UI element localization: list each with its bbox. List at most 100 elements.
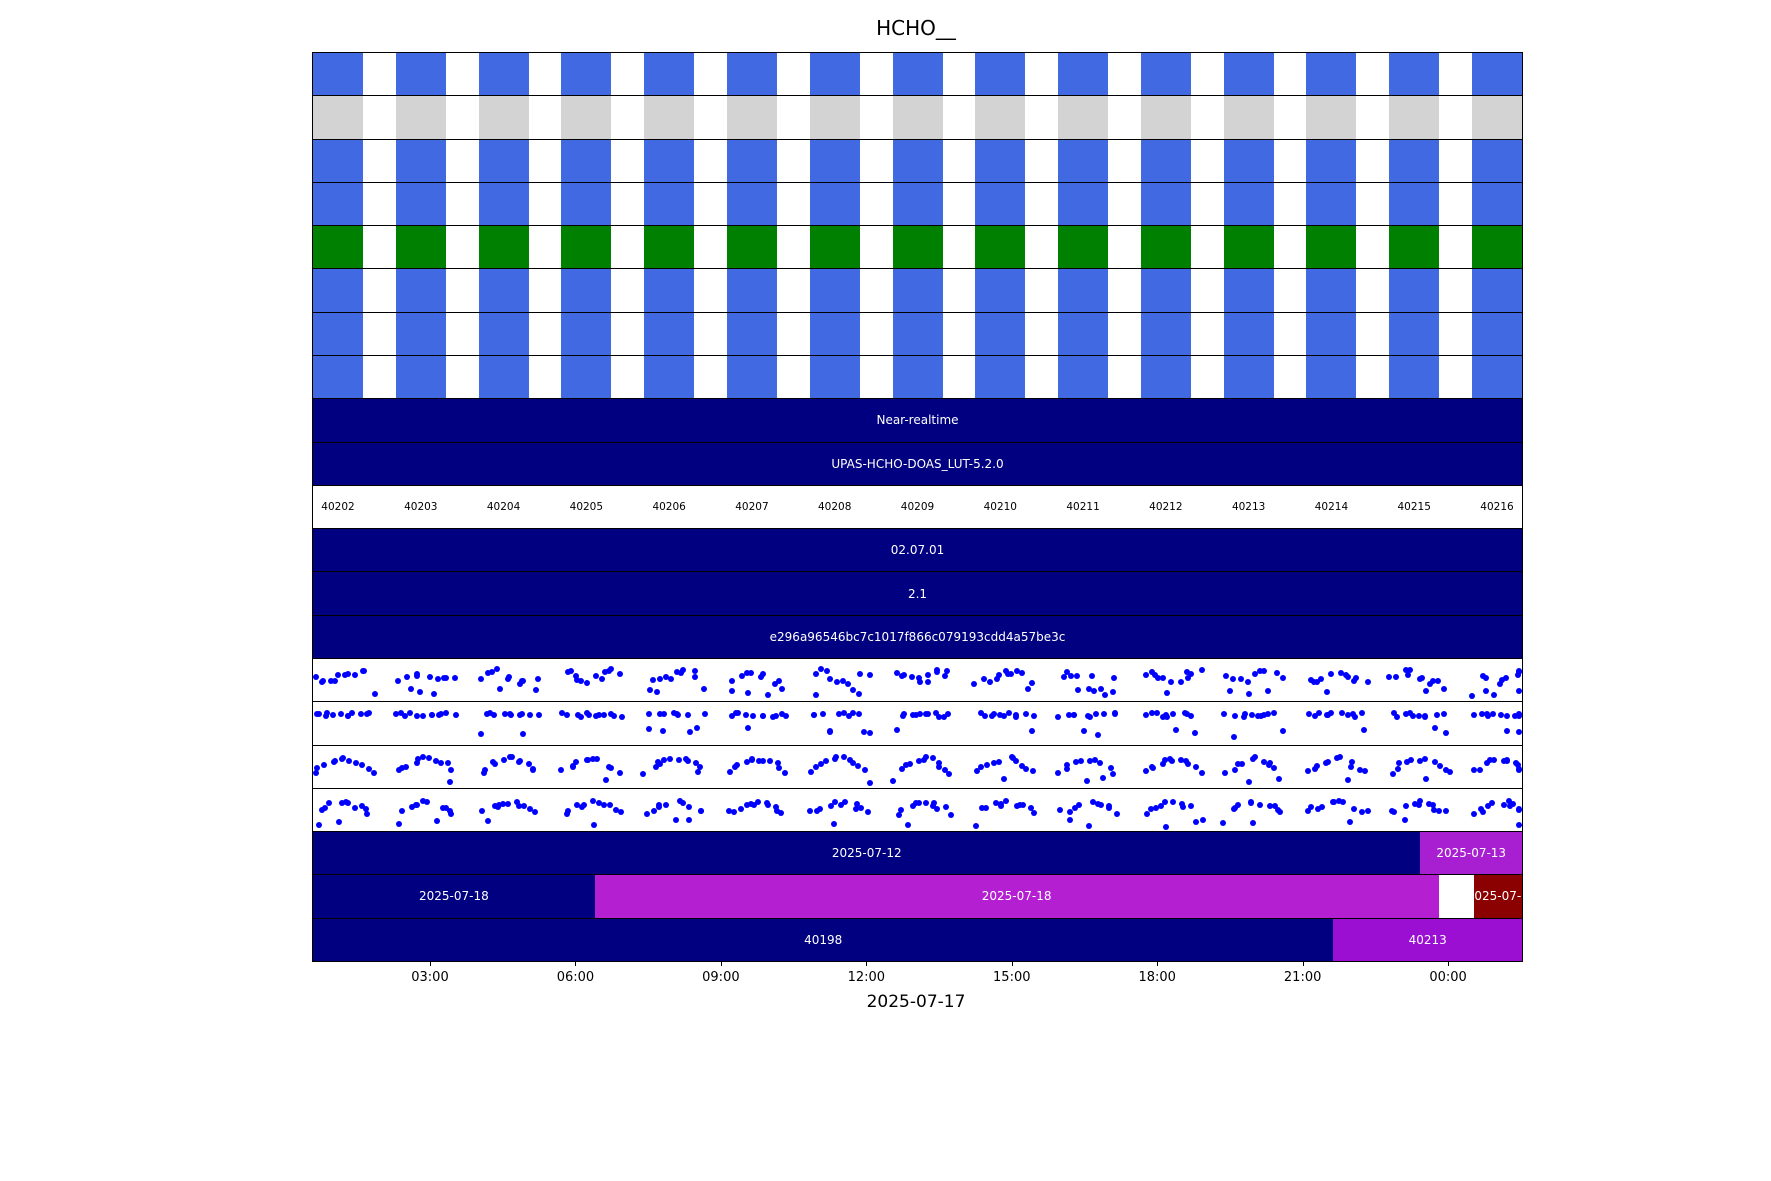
orbit-number: 40208	[818, 500, 852, 513]
status-block	[1058, 139, 1109, 182]
orbit-number: 40207	[735, 500, 769, 513]
status-block	[892, 96, 943, 139]
scatter-dot	[496, 686, 503, 693]
scatter-dot	[413, 713, 420, 720]
bar-segment-label: 2.1	[907, 586, 928, 601]
scatter-dot	[850, 759, 857, 766]
scatter-dot	[782, 712, 789, 719]
scatter-dot	[1391, 710, 1397, 717]
row-algorithm-version: algorithm versionUPAS-HCHO-DOAS_LUT-5.2.…	[313, 441, 1522, 485]
scatter-dot	[606, 802, 613, 809]
scatter-dot	[1143, 768, 1150, 775]
scatter-dot	[526, 760, 533, 767]
status-block	[809, 269, 860, 312]
scatter-dot	[1409, 713, 1416, 720]
scatter-dot	[1415, 713, 1422, 720]
status-block	[809, 226, 860, 269]
scatter-dot	[680, 666, 687, 673]
scatter-dot	[760, 712, 767, 719]
scatter-dot	[904, 822, 911, 829]
scatter-dot	[1407, 667, 1414, 674]
scatter-dot	[1055, 713, 1062, 720]
scatter-dot	[1265, 761, 1272, 768]
orbit-number: 40209	[900, 500, 935, 513]
scatter-dot	[1340, 799, 1347, 806]
bar-segment-label: 2025-07-18	[418, 889, 489, 904]
status-block	[478, 139, 529, 182]
scatter-dot	[1499, 677, 1506, 684]
scatter-dot	[618, 809, 625, 816]
scatter-dot	[584, 756, 591, 763]
scatter-dot	[362, 805, 369, 812]
scatter-dot	[1271, 764, 1278, 771]
status-block	[892, 226, 943, 269]
scatter-dot	[1192, 730, 1199, 737]
scatter-dot	[655, 759, 662, 766]
scatter-dot	[399, 807, 406, 814]
scatter-dot	[526, 806, 533, 813]
scatter-dot	[447, 779, 454, 786]
scatter-dot	[1261, 711, 1268, 718]
scatter-dot	[532, 686, 539, 693]
scatter-dot	[1231, 733, 1238, 740]
scatter-dot	[660, 756, 667, 763]
scatter-dot	[857, 805, 864, 812]
scatter-dot	[855, 691, 862, 698]
status-block	[395, 355, 446, 399]
scatter-dot	[666, 756, 673, 763]
status-block	[1389, 269, 1440, 312]
orbit-number: 40206	[652, 500, 686, 513]
scatter-dot	[1347, 763, 1354, 770]
scatter-dot	[1345, 711, 1351, 718]
scatter-dot	[335, 819, 342, 826]
status-block	[1140, 312, 1191, 355]
status-block	[975, 139, 1026, 182]
scatter-dot	[1068, 673, 1075, 680]
scatter-dot	[1092, 710, 1099, 717]
scatter-dot	[1484, 759, 1491, 766]
status-block	[1472, 226, 1522, 269]
scatter-dot	[559, 709, 566, 716]
scatter-dot	[371, 770, 378, 777]
scatter-dot	[1516, 668, 1522, 675]
scatter-dot	[446, 808, 453, 815]
status-block	[1140, 96, 1191, 139]
scatter-dot	[565, 807, 572, 814]
scatter-dot	[1258, 712, 1265, 719]
x-tick-mark	[1448, 961, 1450, 966]
scatter-dot	[754, 799, 761, 806]
scatter-dot	[935, 713, 942, 720]
scatter-dot	[981, 676, 988, 683]
orbit-number: 40212	[1149, 500, 1183, 513]
scatter-dot	[1479, 710, 1486, 717]
scatter-dot	[1488, 799, 1495, 806]
x-tick-label: 12:00	[847, 970, 886, 985]
scatter-dot	[1199, 816, 1206, 823]
status-block	[1389, 139, 1440, 182]
scatter-dot	[1337, 669, 1344, 676]
scatter-dot	[1506, 803, 1513, 810]
scatter-dot	[1109, 688, 1116, 695]
scatter-dot	[315, 711, 322, 718]
status-block	[892, 269, 943, 312]
status-block	[975, 226, 1026, 269]
scatter-dot	[1261, 667, 1268, 674]
scatter-dot	[1111, 710, 1118, 717]
scatter-dot	[744, 690, 751, 697]
scatter-dot	[929, 803, 936, 810]
scatter-dot	[371, 691, 378, 698]
bar-segment: 2025-07-13	[1420, 832, 1522, 875]
scatter-dot	[484, 669, 491, 676]
scatter-dot	[930, 755, 937, 762]
status-block	[809, 139, 860, 182]
scatter-dot	[1187, 671, 1194, 678]
status-block	[395, 269, 446, 312]
scatter-dot	[357, 710, 364, 717]
scatter-dot	[1306, 710, 1313, 717]
scatter-dot	[477, 731, 484, 738]
scatter-dot	[315, 822, 322, 829]
scatter-dot	[322, 804, 328, 811]
scatter-dot	[1192, 763, 1199, 770]
scatter-dot	[1085, 686, 1092, 693]
